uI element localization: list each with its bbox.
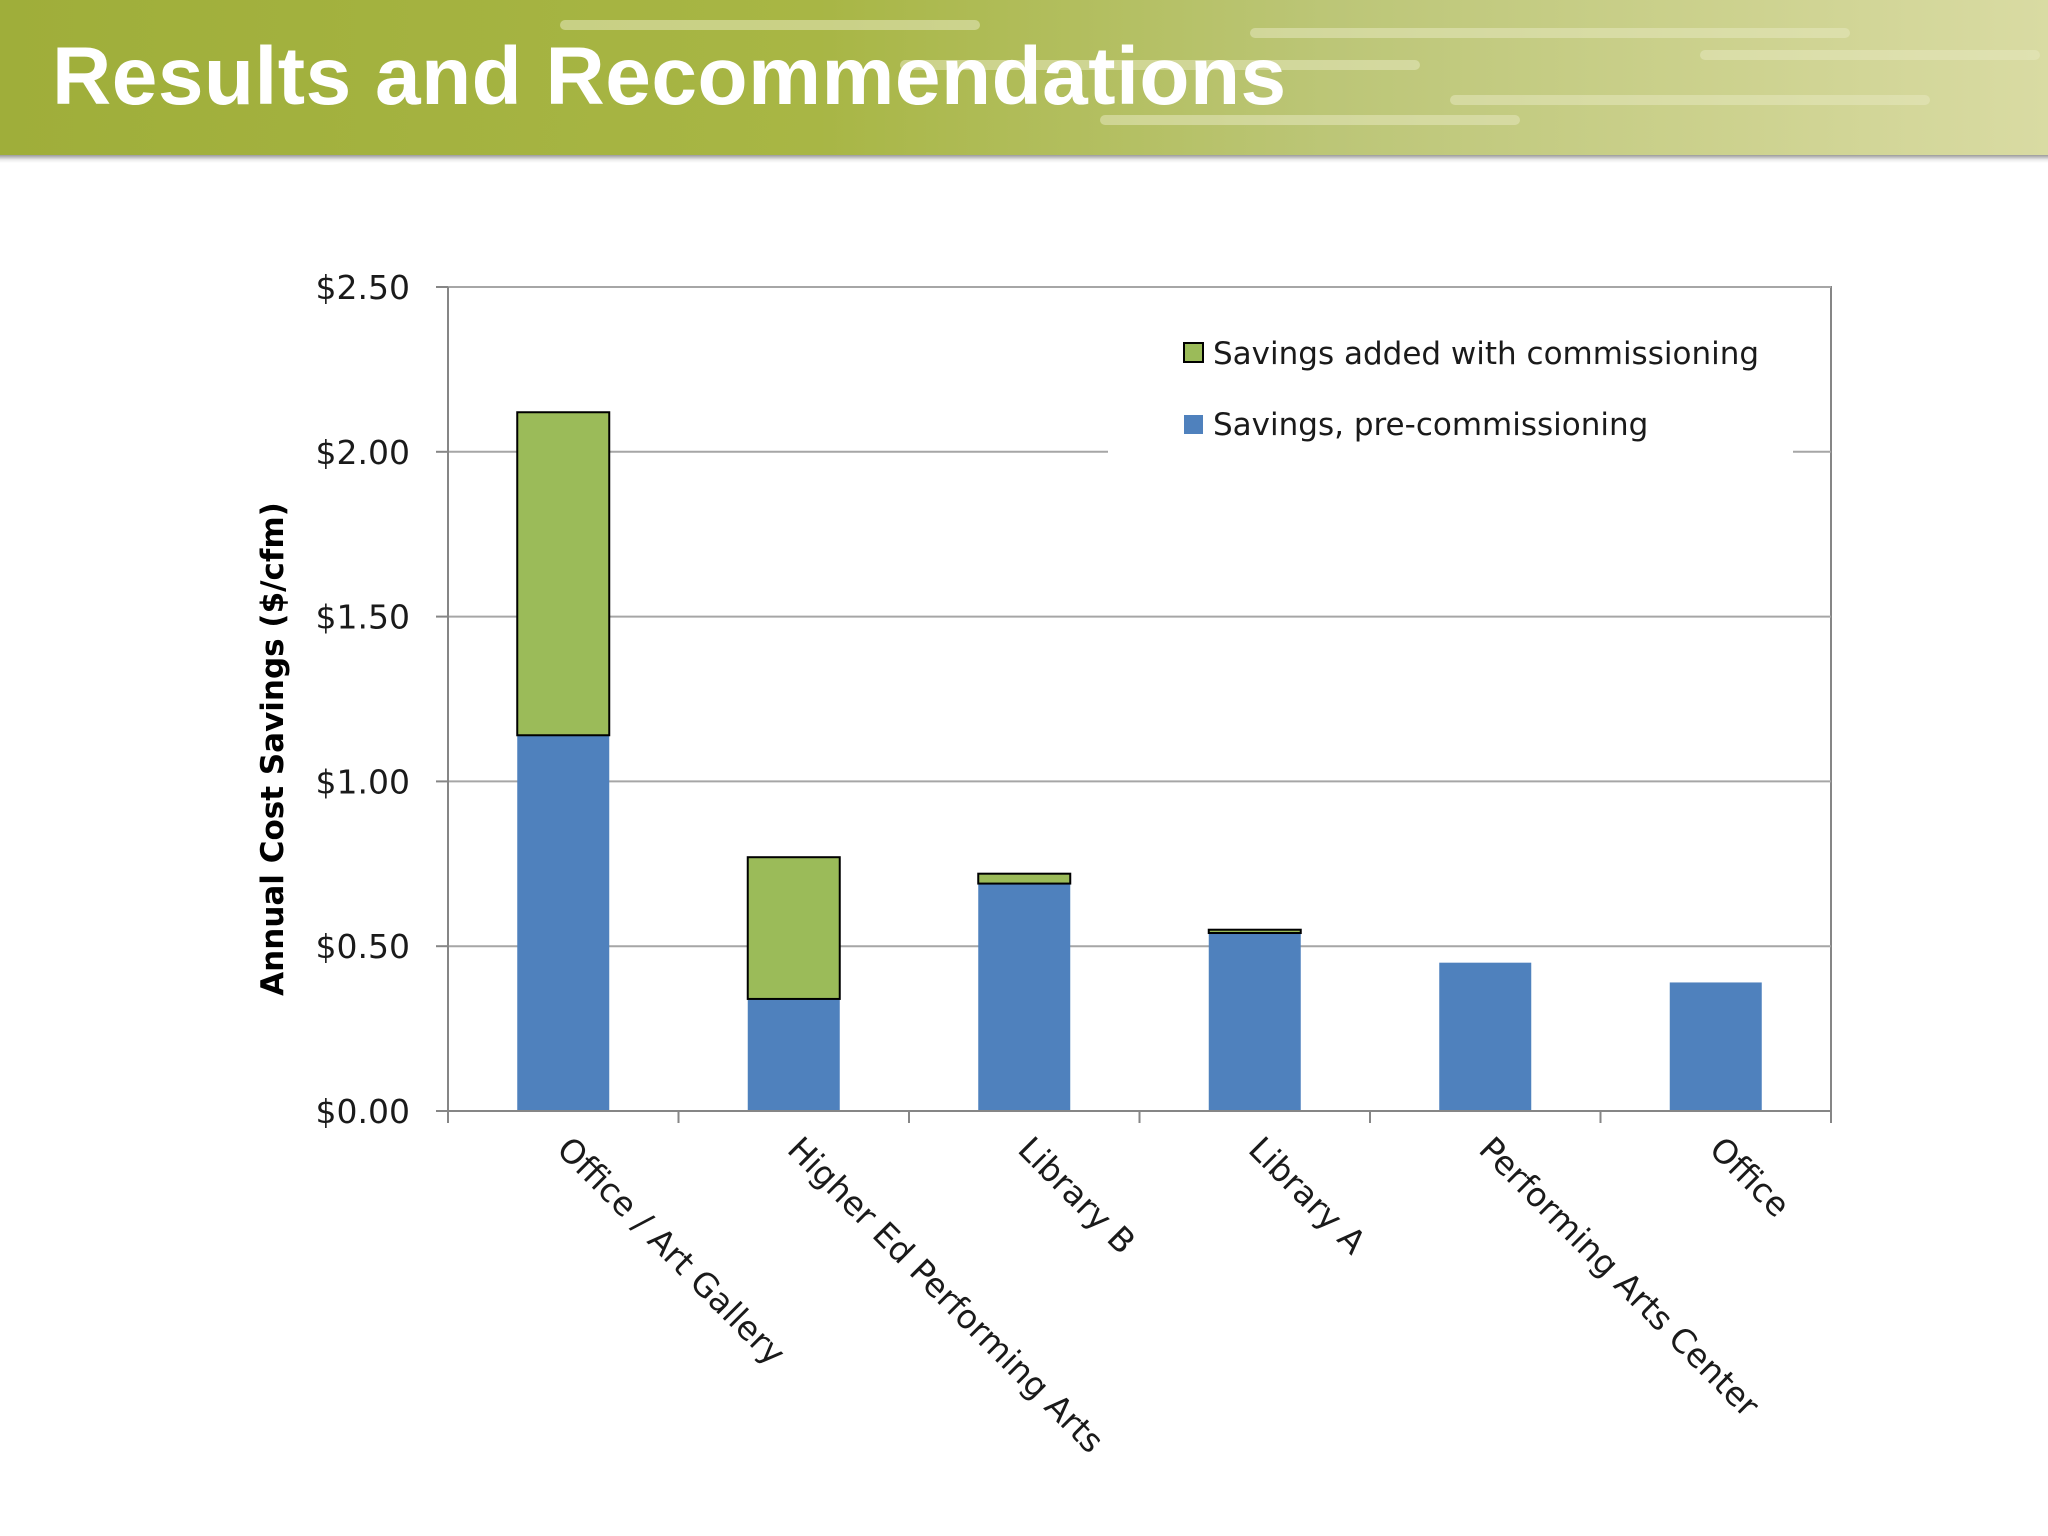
page-title: Results and Recommendations [52,31,1287,122]
bar-pre-commissioning [978,883,1071,1111]
y-axis-label: Annual Cost Savings ($/cfm) [255,502,291,996]
x-category-label: Library B [1011,1129,1144,1262]
bars [516,411,1762,1111]
x-category-label: Office [1702,1129,1798,1225]
legend-background [1108,318,1793,468]
banner-shadow [0,155,2048,163]
y-tick-label: $2.00 [316,433,410,472]
y-tick-label: $2.50 [316,268,410,307]
y-tick-label: $1.00 [316,762,410,801]
legend: Savings added with commissioning Savings… [1183,336,1759,443]
title-banner: Results and Recommendations [0,0,2048,155]
legend-swatch-added [1183,342,1204,363]
legend-swatch-pre [1184,415,1203,434]
bar-pre-commissioning [1669,982,1762,1111]
x-category-label: Library A [1241,1129,1374,1262]
y-tick-label: $1.50 [316,598,410,637]
bar-added-commissioning [977,872,1072,885]
bar-added-commissioning [516,411,611,737]
y-tick-label: $0.50 [316,927,410,966]
legend-label-pre: Savings, pre-commissioning [1213,407,1648,443]
bar-pre-commissioning [517,735,610,1111]
bar-pre-commissioning [1208,933,1301,1111]
bar-added-commissioning [746,856,841,1000]
y-tick-label: $0.00 [316,1092,410,1131]
x-category-label: Office / Art Gallery [550,1129,794,1373]
bar-added-commissioning [1207,928,1302,935]
legend-label-added: Savings added with commissioning [1213,336,1759,372]
bar-pre-commissioning [1439,962,1532,1111]
bar-pre-commissioning [747,998,840,1111]
